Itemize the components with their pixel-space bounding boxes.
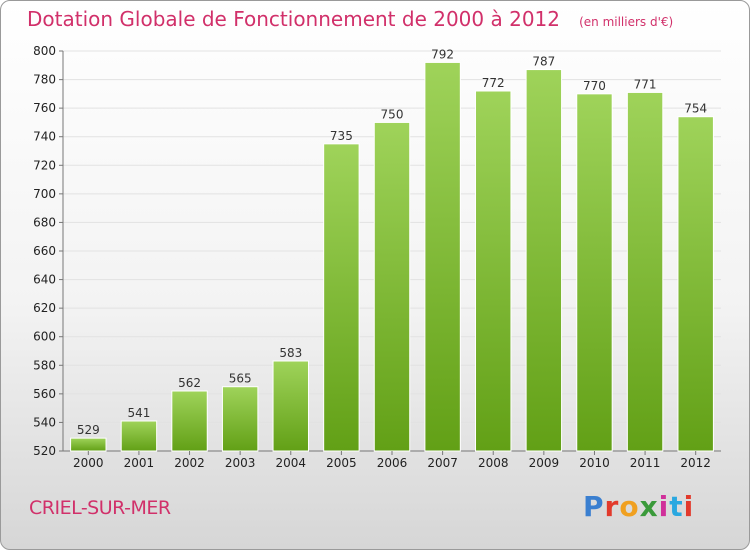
y-tick-label: 740 — [33, 130, 56, 144]
x-tick-label: 2004 — [275, 456, 306, 470]
chart-title: Dotation Globale de Fonctionnement de 20… — [27, 7, 560, 31]
logo-letter: o — [619, 490, 640, 523]
bar-value-label: 787 — [532, 55, 555, 69]
logo-letter: x — [639, 490, 659, 523]
x-tick-label: 2009 — [529, 456, 560, 470]
bar-value-label: 541 — [127, 406, 150, 420]
proxiti-logo: Proxiti — [583, 490, 694, 523]
bar-value-label: 772 — [482, 76, 505, 90]
bar-value-label: 565 — [229, 372, 252, 386]
y-tick-label: 600 — [33, 330, 56, 344]
x-tick-label: 2011 — [630, 456, 661, 470]
y-tick-label: 520 — [33, 444, 56, 458]
x-tick-label: 2010 — [579, 456, 610, 470]
chart-unit: (en milliers d'€) — [579, 15, 674, 29]
bar-2002 — [171, 390, 208, 452]
y-tick-label: 720 — [33, 158, 56, 172]
bar-value-label: 771 — [634, 77, 657, 91]
logo-letter: t — [669, 490, 684, 523]
bar-2000 — [70, 437, 107, 452]
bar-value-label: 770 — [583, 79, 606, 93]
bar-2007 — [424, 61, 461, 452]
y-tick-label: 660 — [33, 244, 56, 258]
y-tick-label: 580 — [33, 358, 56, 372]
x-tick-label: 2007 — [427, 456, 458, 470]
y-tick-label: 540 — [33, 415, 56, 429]
x-tick-label: 2001 — [124, 456, 155, 470]
y-tick-label: 640 — [33, 273, 56, 287]
bar-value-label: 792 — [431, 47, 454, 61]
bar-2006 — [373, 121, 411, 452]
logo-letter: r — [604, 490, 620, 523]
x-tick-label: 2003 — [225, 456, 256, 470]
bar-value-label: 735 — [330, 129, 353, 143]
bar-value-label: 562 — [178, 376, 201, 390]
bar-2003 — [221, 386, 259, 452]
y-tick-label: 680 — [33, 215, 56, 229]
y-tick-label: 760 — [33, 101, 56, 115]
bar-2001 — [120, 420, 158, 452]
logo-letter: i — [683, 490, 695, 523]
y-tick-label: 780 — [33, 73, 56, 87]
bar-value-label: 529 — [77, 423, 100, 437]
bar-2011 — [626, 91, 664, 452]
x-tick-label: 2002 — [174, 456, 205, 470]
bar-value-label: 750 — [381, 107, 404, 121]
bar-2012 — [677, 116, 714, 452]
y-tick-label: 700 — [33, 187, 56, 201]
x-tick-label: 2005 — [326, 456, 357, 470]
logo-letter: P — [583, 490, 605, 523]
x-tick-label: 2012 — [680, 456, 711, 470]
x-tick-label: 2008 — [478, 456, 509, 470]
bar-2004 — [272, 360, 309, 452]
bar-2008 — [475, 90, 512, 452]
y-tick-label: 800 — [33, 44, 56, 58]
bar-2009 — [525, 69, 563, 452]
commune-name: CRIEL-SUR-MER — [29, 497, 171, 519]
x-tick-label: 2006 — [377, 456, 408, 470]
x-tick-label: 2000 — [73, 456, 104, 470]
bar-value-label: 754 — [684, 102, 707, 116]
chart-header: Dotation Globale de Fonctionnement de 20… — [27, 7, 673, 31]
bar-value-label: 583 — [279, 346, 302, 360]
plot-area: 520 540 560 580 600 620 640 660 680 700 720 740 760 7… — [33, 44, 721, 470]
y-tick-label: 620 — [33, 301, 56, 315]
y-tick-label: 560 — [33, 387, 56, 401]
bar-2010 — [576, 93, 613, 452]
logo-letter: i — [658, 490, 670, 523]
bar-2005 — [323, 143, 360, 452]
